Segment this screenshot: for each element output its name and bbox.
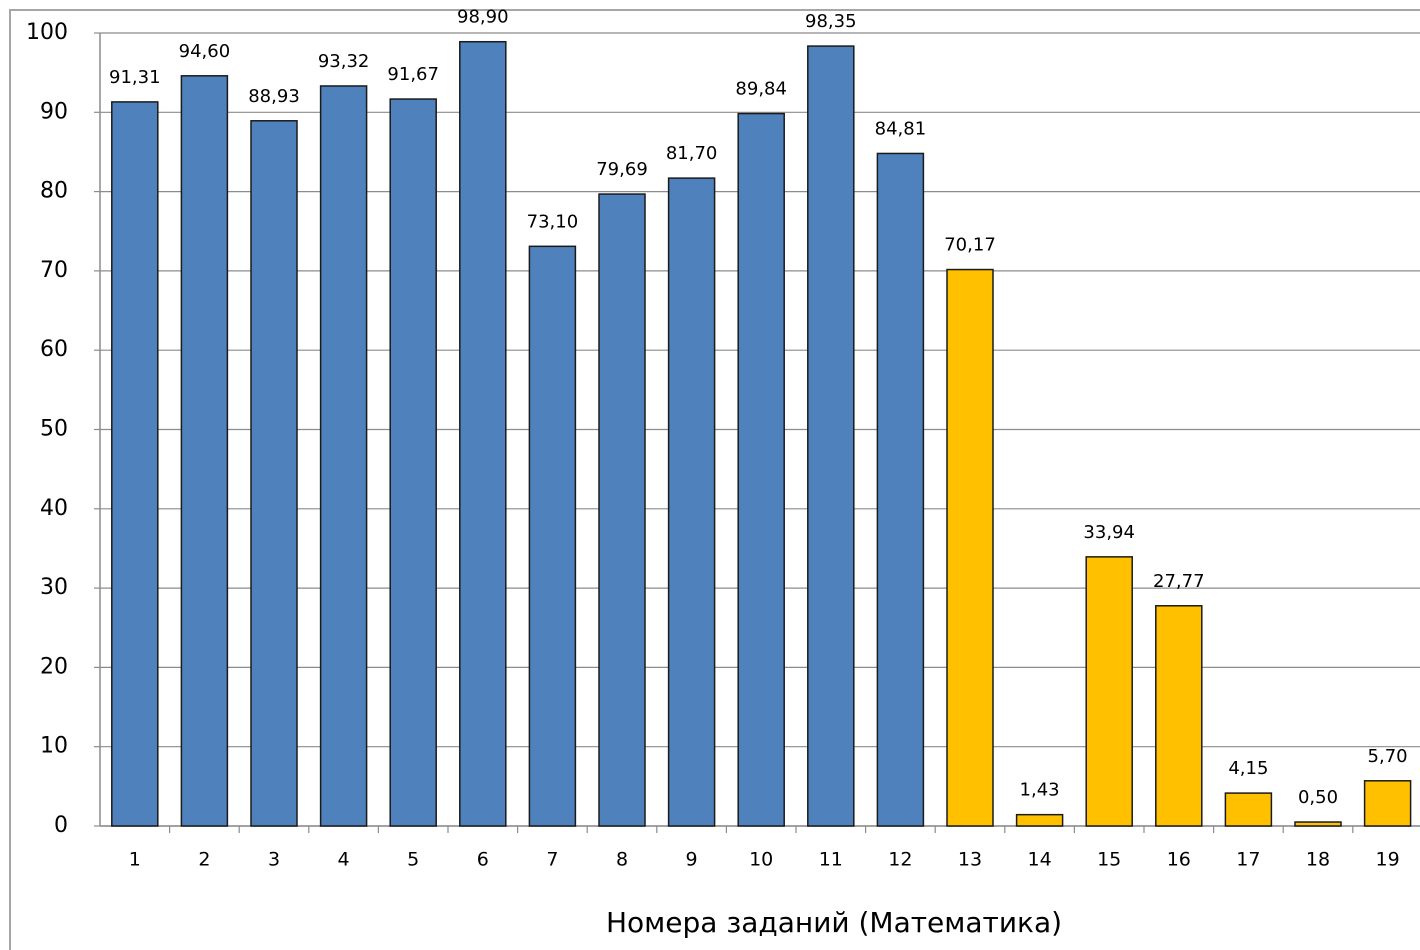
value-label: 93,32: [318, 51, 370, 72]
y-tick-label: 30: [40, 575, 68, 600]
value-label: 94,60: [179, 41, 231, 62]
x-tick-label: 9: [686, 849, 698, 871]
x-tick-label: 19: [1376, 849, 1400, 871]
y-tick-label: 80: [40, 179, 68, 204]
x-tick-label: 6: [477, 849, 489, 871]
value-label: 4,15: [1228, 758, 1268, 779]
x-tick-label: 11: [819, 849, 843, 871]
y-tick-label: 10: [40, 734, 68, 759]
value-label: 84,81: [875, 118, 927, 139]
y-tick-label: 70: [40, 258, 68, 283]
value-label: 1,43: [1020, 780, 1060, 801]
x-tick-label: 16: [1167, 849, 1191, 871]
value-label: 98,90: [457, 7, 509, 28]
bar: [528, 245, 577, 827]
bar: [459, 40, 507, 827]
y-tick-label: 60: [40, 337, 68, 362]
value-label: 89,84: [735, 79, 787, 100]
x-tick-label: 5: [407, 849, 419, 871]
y-tick-label: 40: [40, 496, 68, 521]
x-tick-label: 10: [749, 849, 773, 871]
x-tick-label: 3: [268, 849, 280, 871]
value-label: 0,50: [1298, 787, 1338, 808]
y-tick-label: 100: [26, 20, 68, 45]
x-tick-label: 18: [1306, 849, 1330, 871]
bar: [389, 98, 437, 827]
x-tick-label: 15: [1097, 849, 1121, 871]
bar: [250, 120, 298, 827]
y-tick-label: 90: [40, 99, 68, 124]
x-tick-label: 7: [546, 849, 558, 871]
bar: [598, 193, 646, 827]
y-tick-label: 0: [54, 813, 68, 838]
value-label: 27,77: [1153, 571, 1205, 592]
value-label: 81,70: [666, 143, 718, 164]
x-tick-label: 12: [888, 849, 912, 871]
bar: [180, 75, 229, 827]
chart-frame: [9, 9, 1420, 950]
bar: [319, 85, 368, 827]
y-tick-label: 20: [40, 654, 68, 679]
bar: [737, 112, 785, 827]
bar: [807, 45, 855, 827]
x-tick-label: 17: [1236, 849, 1260, 871]
x-axis-title: Номера заданий (Математика): [606, 906, 1062, 939]
value-label: 91,31: [109, 67, 161, 88]
value-label: 73,10: [527, 211, 579, 232]
value-label: 33,94: [1083, 522, 1135, 543]
bar: [1085, 556, 1133, 827]
value-label: 70,17: [944, 235, 996, 256]
x-tick-label: 8: [616, 849, 628, 871]
x-tick-label: 2: [198, 849, 210, 871]
x-tick-label: 14: [1028, 849, 1052, 871]
value-label: 5,70: [1368, 746, 1408, 767]
bar: [1363, 780, 1412, 827]
bar: [1294, 821, 1342, 827]
bar: [1155, 605, 1203, 827]
x-tick-label: 13: [958, 849, 982, 871]
value-label: 91,67: [387, 64, 439, 85]
bar: [667, 177, 716, 827]
bar: [111, 101, 159, 827]
value-label: 88,93: [248, 86, 300, 107]
value-label: 79,69: [596, 159, 648, 180]
bar: [876, 152, 925, 827]
bar: [1224, 792, 1273, 827]
x-tick-label: 1: [129, 849, 141, 871]
value-label: 98,35: [805, 11, 857, 32]
bar: [1015, 813, 1064, 827]
y-tick-label: 50: [40, 417, 68, 442]
x-tick-label: 4: [338, 849, 350, 871]
bar: [946, 268, 994, 827]
